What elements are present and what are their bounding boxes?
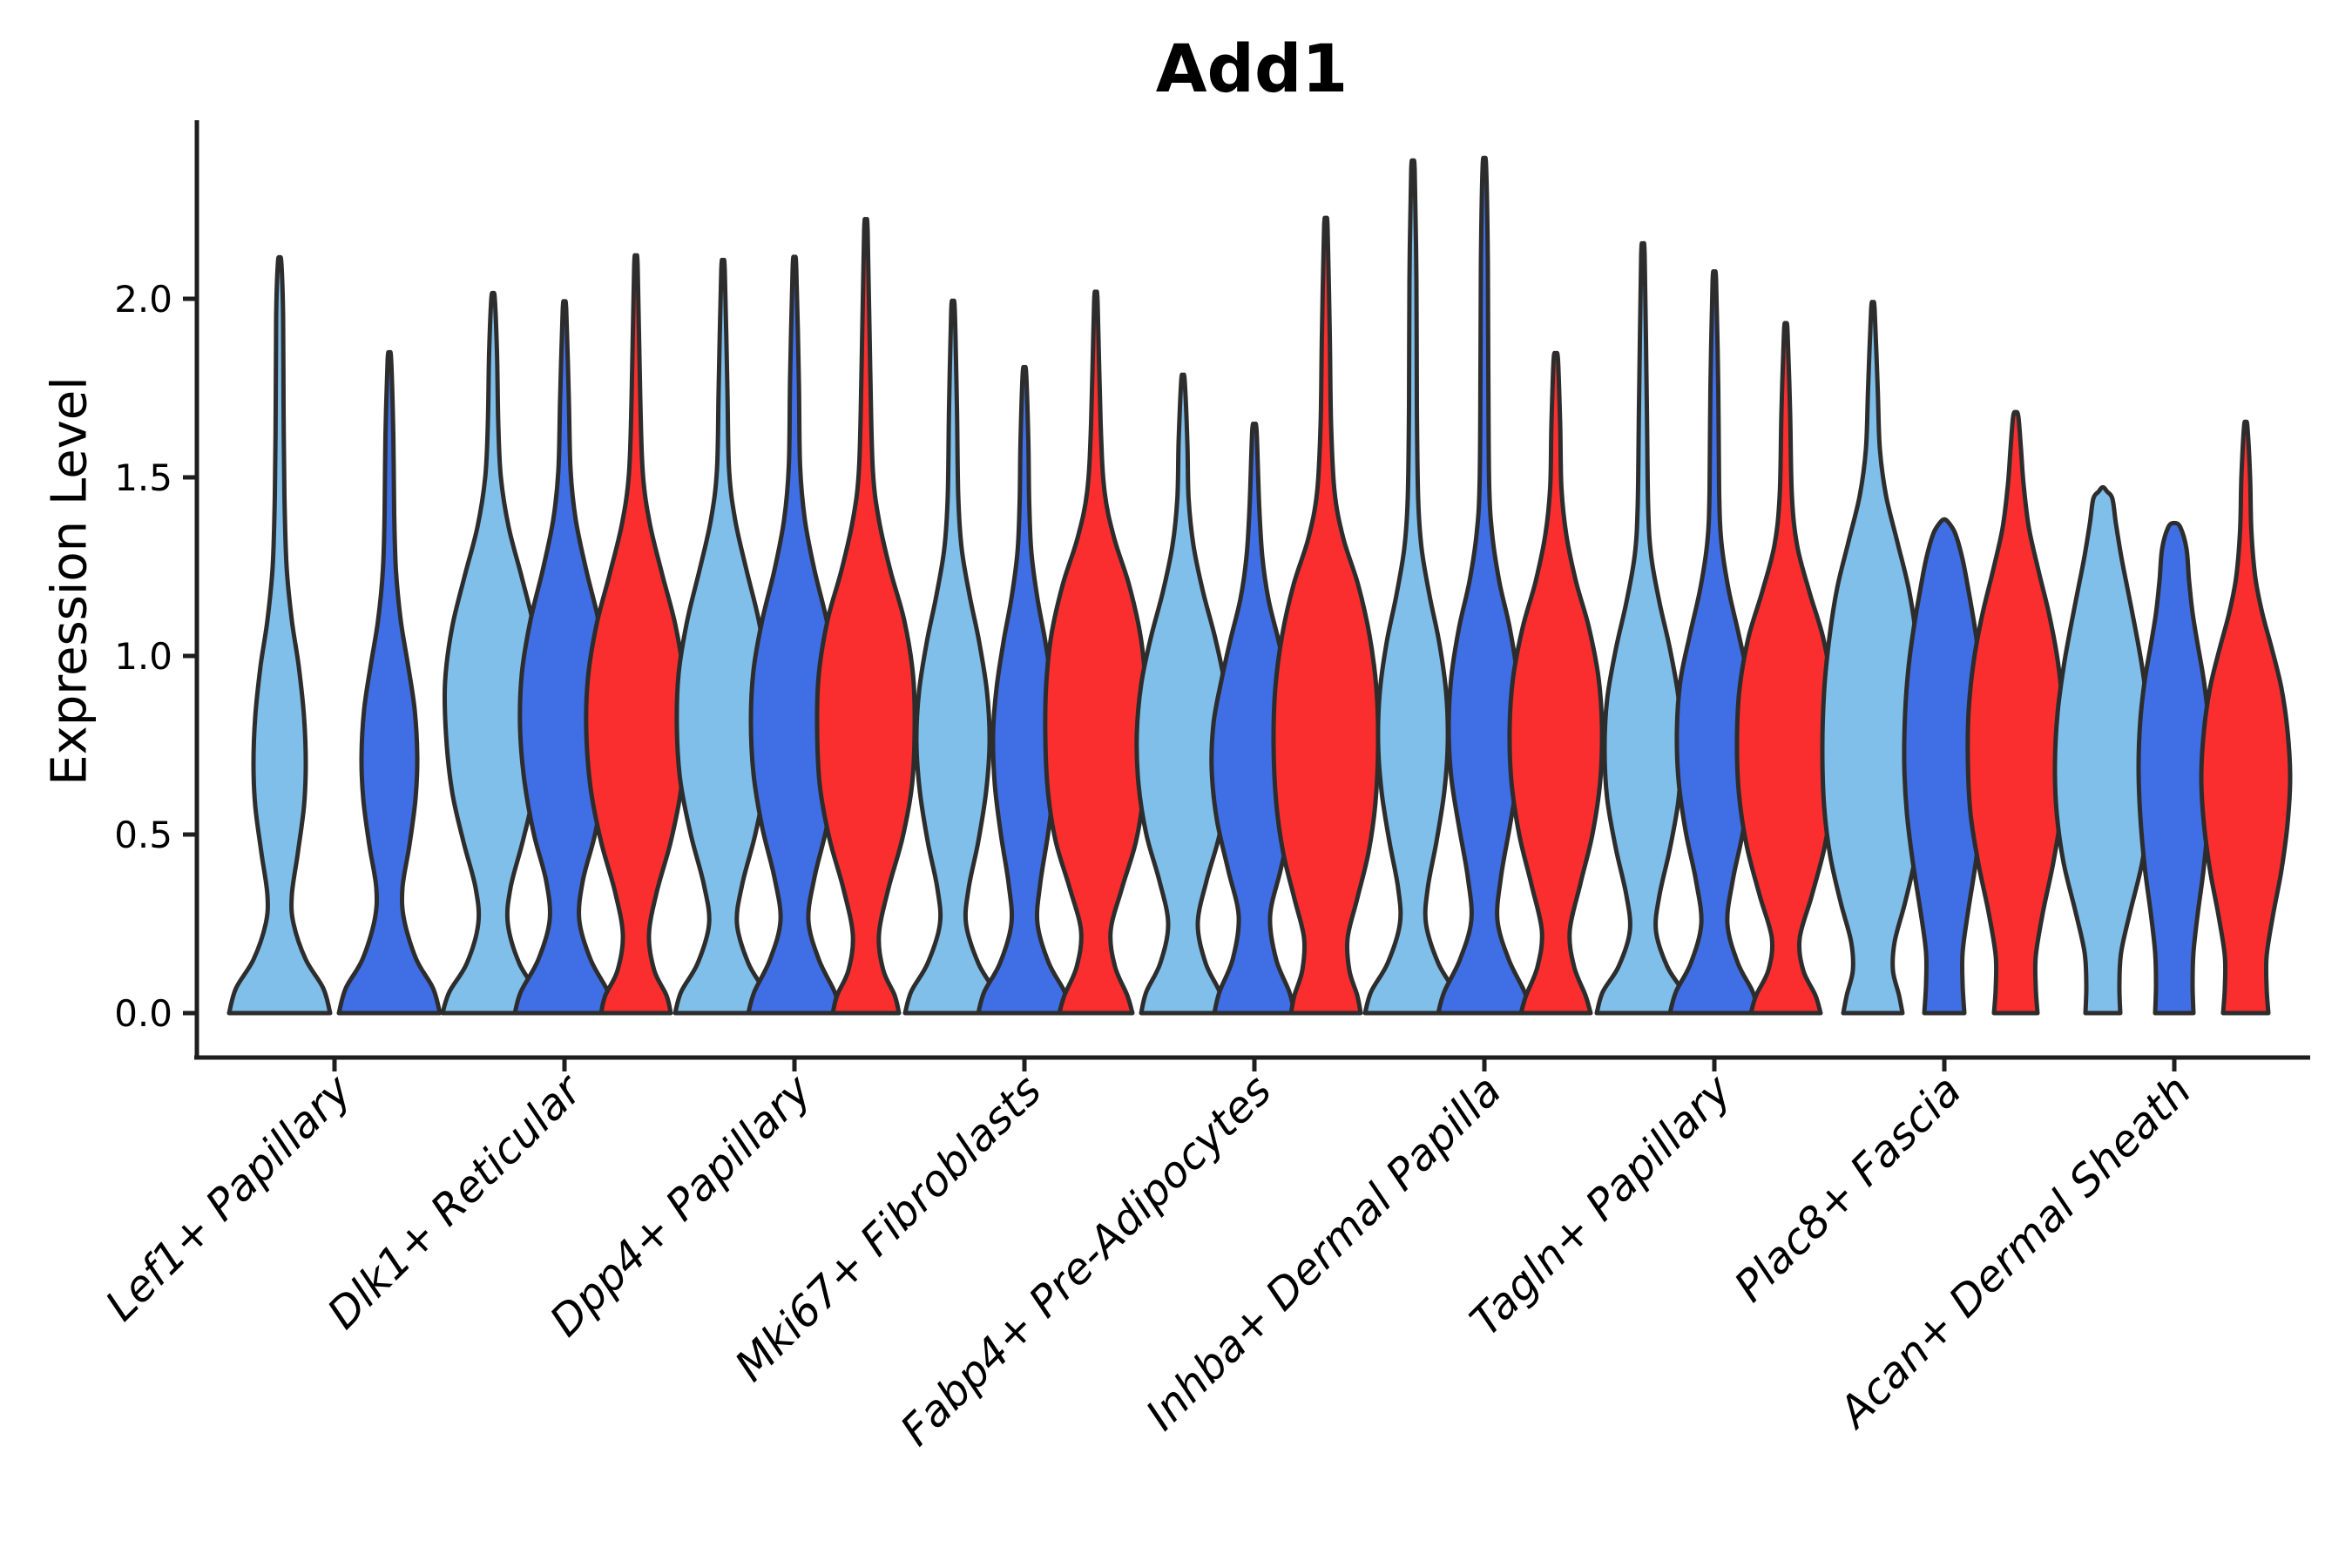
y-axis-label: Expression Level [41,376,98,786]
y-tick-label: 2.0 [114,278,172,321]
violin-fabp4-pre-adipocytes-red [1271,215,1381,1016]
violin-inhba-dermal-papilla-light_blue [1362,158,1463,1016]
x-tick-label-plac8-fascia: Plac8+ Fascia [1725,1065,1970,1311]
x-tick-label-lef1-papillary: Lef1+ Papillary [96,1064,362,1330]
violin-inhba-dermal-papilla-red [1507,350,1605,1016]
x-tick-label-fabp4-pre-adipocytes: Fabp4+ Pre-Adipocytes [891,1065,1281,1456]
violin-plac8-fascia-red [1965,409,2066,1016]
violin-dlk1-reticular-red [584,253,688,1016]
violin-tagln-papillary-red [1734,321,1837,1016]
violin-acan-dermal-sheath-red [2199,419,2293,1016]
y-tick-label: 0.5 [114,814,172,856]
y-tick-label: 1.5 [114,456,172,499]
violin-lef1-papillary-light_blue [226,254,333,1016]
violin-inhba-dermal-papilla-royal_blue [1436,155,1533,1016]
violin-lef1-papillary-royal_blue [336,349,443,1016]
y-tick-label: 1.0 [114,635,172,678]
violin-mki67-fibroblasts-red [1043,289,1149,1016]
chart-title: Add1 [1155,30,1348,107]
violin-dlk1-reticular-light_blue [440,290,546,1016]
violin-fabp4-pre-adipocytes-light_blue [1134,372,1232,1016]
violin-acan-dermal-sheath-light_blue [2052,484,2153,1016]
y-tick-label: 0.0 [114,992,172,1035]
violin-dpp4-papillary-red [814,216,917,1016]
violin-tagln-papillary-light_blue [1594,240,1692,1016]
violin-mki67-fibroblasts-light_blue [902,298,1004,1016]
violin-mki67-fibroblasts-royal_blue [976,364,1073,1016]
violin-dpp4-papillary-light_blue [672,257,774,1016]
x-tick-label-dlk1-reticular: Dlk1+ Reticular [318,1064,592,1338]
